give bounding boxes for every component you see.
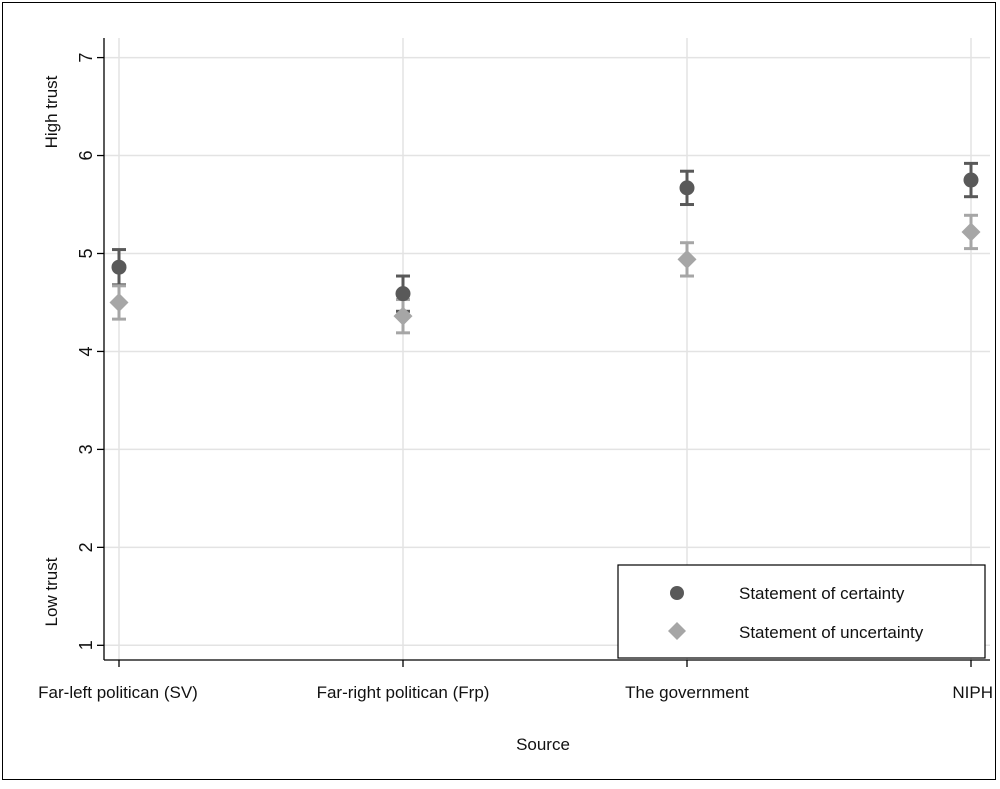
x-axis-label: Source	[516, 735, 570, 754]
x-tick-label-0: Far-left politican (SV)	[38, 683, 198, 702]
legend-label-uncertainty: Statement of uncertainty	[739, 623, 924, 642]
point-certainty-1	[395, 286, 411, 302]
y-tick-label-7: 7	[76, 53, 96, 63]
axes	[97, 38, 990, 667]
point-uncertainty-1	[393, 306, 413, 326]
tick-labels: 1 2 3 4 5 6 7 Far-left politican (SV) Far-right …	[38, 53, 993, 702]
y-tick-label-2: 2	[76, 542, 96, 552]
point-certainty-0	[111, 259, 127, 275]
point-certainty-3	[963, 172, 979, 188]
point-uncertainty-0	[109, 292, 129, 312]
legend-marker-uncertainty	[668, 622, 686, 640]
y-tick-label-3: 3	[76, 444, 96, 454]
y-tick-label-6: 6	[76, 151, 96, 161]
legend-marker-certainty	[670, 586, 684, 600]
y-axis-label-low: Low trust	[42, 557, 61, 626]
x-tick-label-2: The government	[625, 683, 749, 702]
grid-lines	[104, 38, 990, 660]
legend: Statement of certainty Statement of unce…	[617, 564, 986, 659]
point-uncertainty-2	[677, 249, 697, 269]
legend-label-certainty: Statement of certainty	[739, 584, 905, 603]
y-axis-label-high: High trust	[42, 75, 61, 148]
y-tick-label-5: 5	[76, 248, 96, 258]
x-tick-label-3: NIPH	[952, 683, 993, 702]
y-tick-label-4: 4	[76, 346, 96, 356]
point-certainty-2	[679, 180, 695, 196]
y-tick-label-1: 1	[76, 640, 96, 650]
legend-box	[617, 564, 986, 659]
x-tick-label-1: Far-right politican (Frp)	[317, 683, 490, 702]
data-markers	[109, 172, 981, 326]
point-uncertainty-3	[961, 222, 981, 242]
